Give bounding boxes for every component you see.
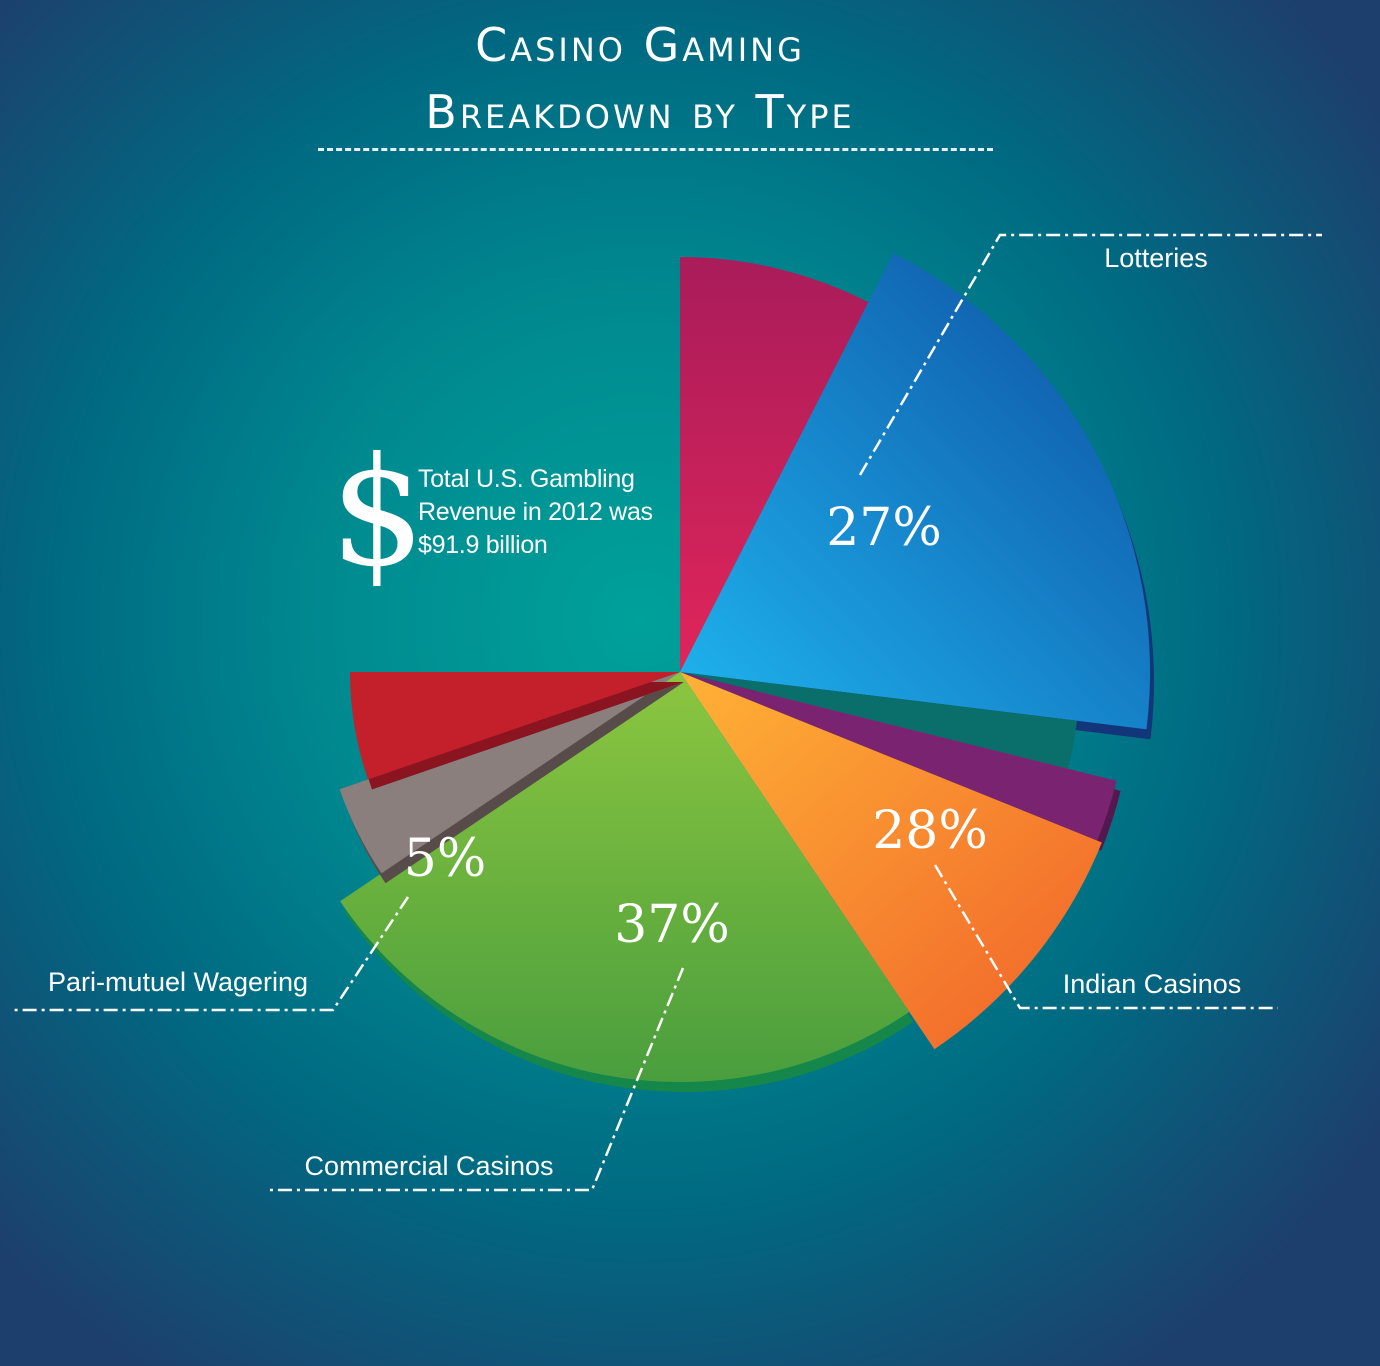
slice-lotteries xyxy=(680,253,1150,730)
revenue-note-line: $91.9 billion xyxy=(418,531,548,559)
slice-unlabeled-1 xyxy=(680,257,869,672)
category-label-lotteries: Lotteries xyxy=(1104,243,1208,273)
data-label-pari-mutuel-wagering: 5% xyxy=(404,829,487,889)
slice-unlabeled-4 xyxy=(350,672,680,780)
category-label-pari-mutuel-wagering: Pari-mutuel Wagering xyxy=(48,967,308,997)
category-label-indian-casinos: Indian Casinos xyxy=(1063,969,1242,999)
slice-pari-mutuel-wagering xyxy=(339,672,680,874)
revenue-note-line: Total U.S. Gambling xyxy=(418,465,635,493)
chart-title-line2: Breakdown by Type xyxy=(425,85,855,139)
chart-title-line1: Casino Gaming xyxy=(475,18,805,72)
data-label-indian-casinos: 28% xyxy=(872,801,988,861)
slice-indian-casinos xyxy=(680,672,1102,1050)
revenue-note-line: Revenue in 2012 was xyxy=(418,498,653,526)
slice-commercial-casinos xyxy=(340,672,910,1082)
slice-unlabeled-3 xyxy=(680,672,1117,841)
title-divider xyxy=(318,148,993,151)
leader-lotteries xyxy=(858,233,1322,476)
leader-pari-mutuel-wagering xyxy=(12,896,410,1012)
category-label-commercial-casinos: Commercial Casinos xyxy=(304,1151,553,1181)
data-label-lotteries: 27% xyxy=(826,498,942,558)
leader-indian-casinos xyxy=(933,864,1278,1010)
slice-unlabeled-2 xyxy=(680,672,1078,769)
revenue-note: Total U.S. Gambling Revenue in 2012 was … xyxy=(418,463,678,562)
dollar-sign-icon: $ xyxy=(330,426,426,600)
data-label-commercial-casinos: 37% xyxy=(614,895,730,955)
